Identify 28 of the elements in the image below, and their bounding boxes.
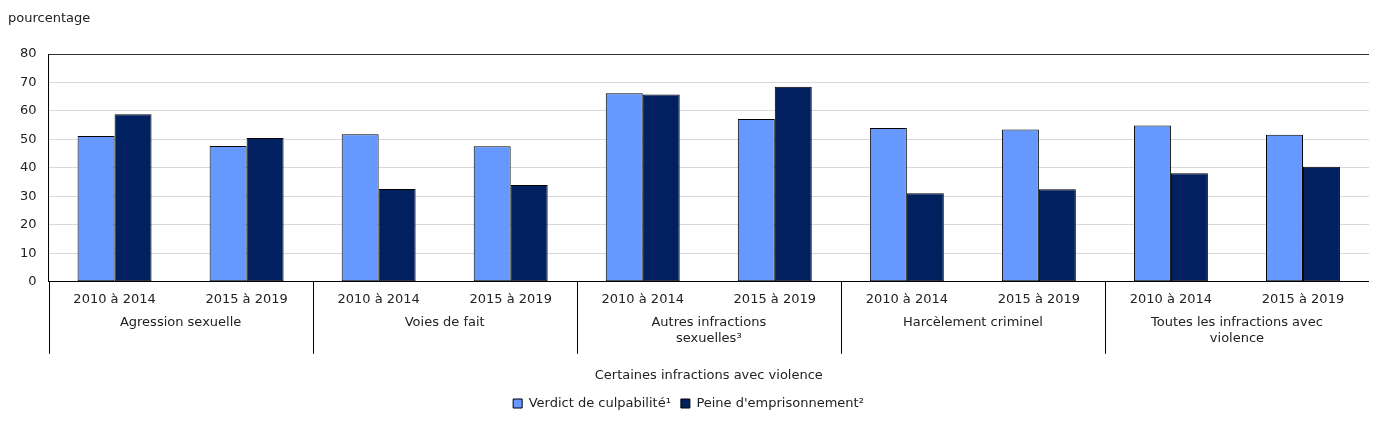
legend-label: Peine d'emprisonnement²: [696, 394, 864, 410]
x-tick-label: 2015 à 2019: [733, 290, 816, 306]
x-tick-label: 2010 à 2014: [73, 290, 156, 306]
y-tick-label: 60: [20, 102, 37, 118]
y-axis-title: pourcentage: [8, 9, 91, 25]
x-tick-label: 2010 à 2014: [337, 290, 420, 306]
text: Autres infractions sexuelles³: [651, 313, 767, 345]
text: Toutes les infractions avec violence: [1149, 313, 1323, 345]
legend-label: Verdict de culpabilité¹: [528, 394, 671, 410]
y-tick-label: 30: [20, 187, 37, 203]
x-tick-label: 2010 à 2014: [601, 290, 684, 306]
text: Harcèlement criminel: [902, 313, 1043, 329]
x-tick-label: 2015 à 2019: [997, 290, 1081, 306]
y-tick-label: 0: [28, 273, 37, 289]
text: Agression sexuelle: [119, 313, 242, 329]
y-tick-label: 40: [20, 159, 37, 175]
y-tick-label: 80: [20, 45, 37, 61]
y-tick-label: 70: [20, 73, 37, 89]
x-tick-label: 2015 à 2019: [469, 290, 552, 306]
x-tick-label: 2015 à 2019: [1261, 290, 1345, 306]
y-tick-label: 20: [20, 216, 37, 232]
x-tick-label: 2010 à 2014: [865, 290, 949, 306]
text: Voies de fait: [404, 313, 485, 329]
y-tick-label: 50: [20, 130, 37, 146]
x-tick-label: 2010 à 2014: [1129, 290, 1213, 306]
x-tick-label: 2015 à 2019: [205, 290, 288, 306]
x-axis-title: Certaines infractions avec violence: [594, 366, 823, 382]
y-tick-label: 10: [20, 244, 37, 260]
